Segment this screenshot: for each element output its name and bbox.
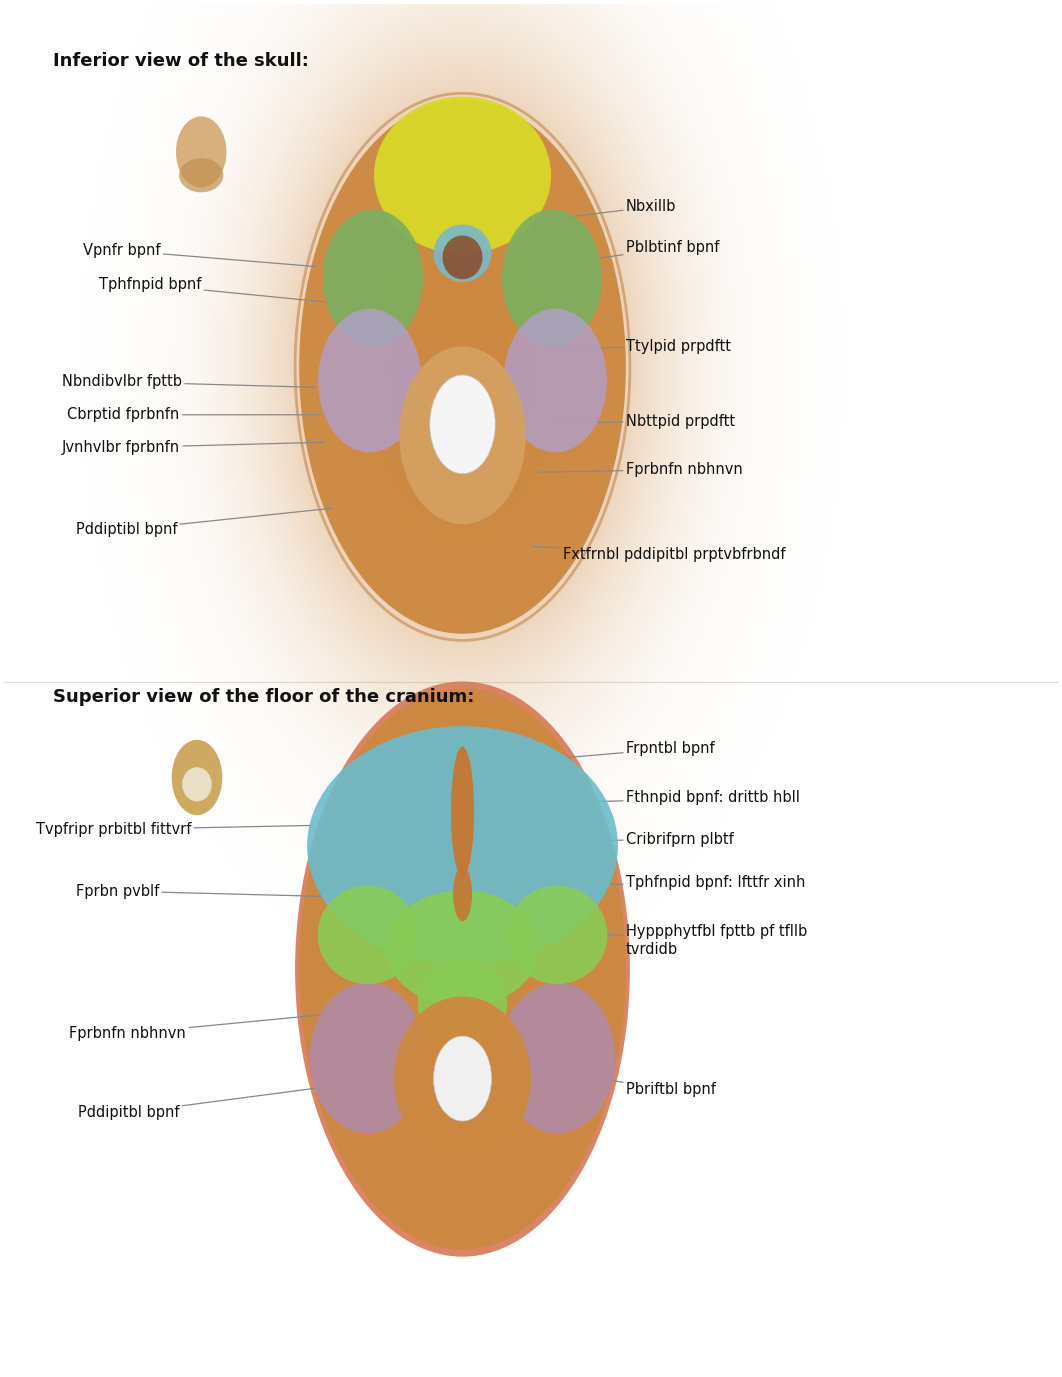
Text: Tphfnpid bpnf: lfttfr xinh: Tphfnpid bpnf: lfttfr xinh [542, 876, 805, 891]
Ellipse shape [295, 682, 630, 1257]
Ellipse shape [451, 746, 474, 877]
Ellipse shape [172, 739, 222, 815]
Ellipse shape [417, 958, 508, 1048]
Text: Nbttpid prpdftt: Nbttpid prpdftt [546, 414, 735, 430]
Text: Hyppphytfbl fpttb pf tfllb
tvrdidb: Hyppphytfbl fpttb pf tfllb tvrdidb [539, 924, 807, 957]
Ellipse shape [387, 891, 538, 1007]
Text: Fprbnfn nbhnvn: Fprbnfn nbhnvn [539, 463, 742, 476]
Ellipse shape [179, 158, 223, 193]
Text: Frpntbl bpnf: Frpntbl bpnf [546, 741, 715, 759]
Ellipse shape [508, 885, 607, 985]
Text: Inferior view of the skull:: Inferior view of the skull: [53, 52, 308, 70]
Text: Fxtfrnbl pddipitbl prptvbfrbndf: Fxtfrnbl pddipitbl prptvbfrbndf [533, 547, 785, 562]
Text: Nbndibvlbr fpttb: Nbndibvlbr fpttb [62, 375, 314, 390]
Ellipse shape [443, 235, 482, 280]
Text: Pbriftbl bpnf: Pbriftbl bpnf [541, 1070, 716, 1097]
Text: Tvpfripr prbitbl fittvrf: Tvpfripr prbitbl fittvrf [36, 822, 311, 837]
Ellipse shape [183, 767, 211, 801]
Ellipse shape [503, 308, 606, 453]
Ellipse shape [319, 308, 422, 453]
Text: Pblbtinf bpnf: Pblbtinf bpnf [541, 241, 719, 266]
Text: Nbxillb: Nbxillb [546, 200, 676, 220]
Ellipse shape [176, 117, 226, 187]
Ellipse shape [310, 983, 426, 1133]
Ellipse shape [318, 885, 417, 985]
Text: Tphfnpid bpnf: Tphfnpid bpnf [99, 277, 327, 302]
Text: Superior view of the floor of the cranium:: Superior view of the floor of the craniu… [53, 688, 474, 706]
Ellipse shape [299, 101, 626, 633]
Text: Ttylpid prpdftt: Ttylpid prpdftt [546, 339, 731, 354]
Ellipse shape [399, 347, 526, 525]
Ellipse shape [430, 375, 495, 474]
Text: Jvnhvlbr fprbnfn: Jvnhvlbr fprbnfn [62, 441, 325, 456]
Ellipse shape [433, 1036, 492, 1121]
Ellipse shape [502, 209, 602, 347]
Text: Vpnfr bpnf: Vpnfr bpnf [83, 242, 316, 267]
Text: Pddipitbl bpnf: Pddipitbl bpnf [78, 1086, 333, 1121]
Ellipse shape [307, 726, 618, 965]
Ellipse shape [323, 209, 423, 347]
Ellipse shape [394, 997, 531, 1161]
Ellipse shape [433, 224, 492, 282]
Text: Cbrptid fprbnfn: Cbrptid fprbnfn [67, 408, 322, 423]
Ellipse shape [374, 96, 551, 253]
Ellipse shape [299, 688, 626, 1250]
Text: Fthnpid bpnf: drittb hbll: Fthnpid bpnf: drittb hbll [543, 790, 800, 806]
Ellipse shape [453, 866, 472, 921]
Text: Fprbnfn nbhnvn: Fprbnfn nbhnvn [69, 1015, 324, 1041]
Text: Pddiptibl bpnf: Pddiptibl bpnf [75, 508, 332, 537]
Text: Fprbn pvblf: Fprbn pvblf [75, 884, 325, 899]
Ellipse shape [499, 983, 615, 1133]
Text: Cribrifprn plbtf: Cribrifprn plbtf [542, 832, 734, 847]
